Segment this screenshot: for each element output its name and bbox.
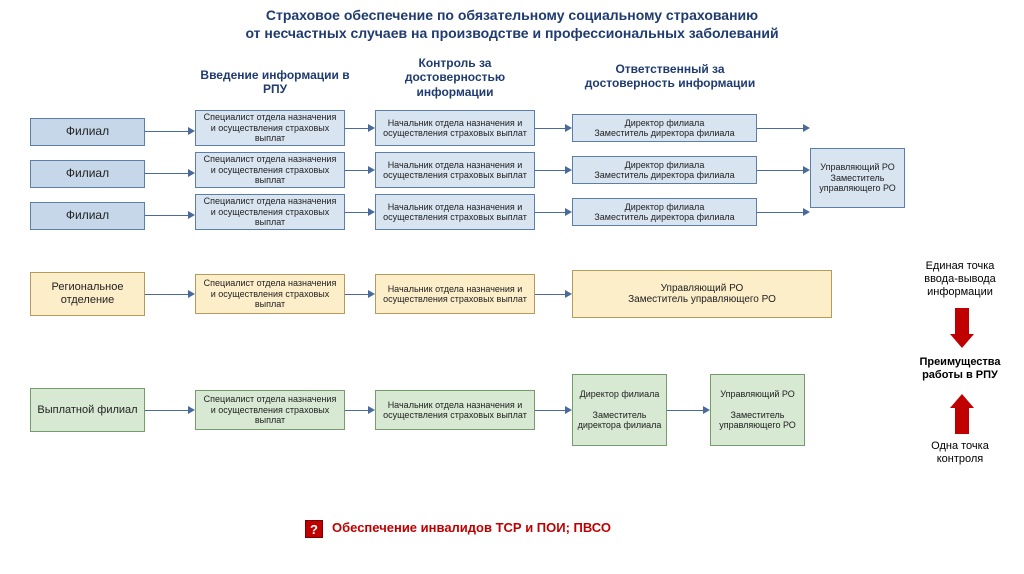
cell-head-2: Начальник отдела назначения и осуществле… [375, 152, 535, 188]
label-filial-3: Филиал [30, 202, 145, 230]
colheader-1: Введение информации в РПУ [200, 68, 350, 97]
label-filial-2: Филиал [30, 160, 145, 188]
title-line1: Страховое обеспечение по обязательному с… [80, 6, 944, 24]
cell-head-1: Начальник отдела назначения и осуществле… [375, 110, 535, 146]
cell-dir-green: Директор филиала Заместитель директора ф… [572, 374, 667, 446]
title-line2: от несчастных случаев на производстве и … [80, 24, 944, 42]
footer-mark: ? [305, 520, 323, 538]
cell-spec-1: Специалист отдела назначения и осуществл… [195, 110, 345, 146]
cell-upr-ro-blue: Управляющий РО Заместитель управляющего … [810, 148, 905, 208]
cell-head-yellow: Начальник отдела назначения и осуществле… [375, 274, 535, 314]
cell-upr-yellow: Управляющий РО Заместитель управляющего … [572, 270, 832, 318]
red-arrow-up [950, 394, 974, 434]
page-title: Страховое обеспечение по обязательному с… [0, 0, 1024, 44]
label-regional: Региональное отделение [30, 272, 145, 316]
cell-spec-2: Специалист отдела назначения и осуществл… [195, 152, 345, 188]
side-top: Единая точка ввода-вывода информации [910, 260, 1010, 300]
label-payout: Выплатной филиал [30, 388, 145, 432]
cell-dir-2: Директор филиала Заместитель директора ф… [572, 156, 757, 184]
cell-head-green: Начальник отдела назначения и осуществле… [375, 390, 535, 430]
cell-spec-yellow: Специалист отдела назначения и осуществл… [195, 274, 345, 314]
red-arrow-down [950, 308, 974, 348]
cell-upr-green: Управляющий РО Заместитель управляющего … [710, 374, 805, 446]
cell-spec-green: Специалист отдела назначения и осуществл… [195, 390, 345, 430]
footer-text: Обеспечение инвалидов ТСР и ПОИ; ПВСО [332, 520, 611, 535]
cell-spec-3: Специалист отдела назначения и осуществл… [195, 194, 345, 230]
cell-dir-1: Директор филиала Заместитель директора ф… [572, 114, 757, 142]
cell-head-3: Начальник отдела назначения и осуществле… [375, 194, 535, 230]
colheader-2: Контроль за достоверностью информации [370, 56, 540, 99]
label-filial-1: Филиал [30, 118, 145, 146]
cell-dir-3: Директор филиала Заместитель директора ф… [572, 198, 757, 226]
side-bot: Одна точка контроля [910, 440, 1010, 466]
side-mid: Преимущества работы в РПУ [910, 356, 1010, 382]
colheader-3: Ответственный за достоверность информаци… [570, 62, 770, 91]
